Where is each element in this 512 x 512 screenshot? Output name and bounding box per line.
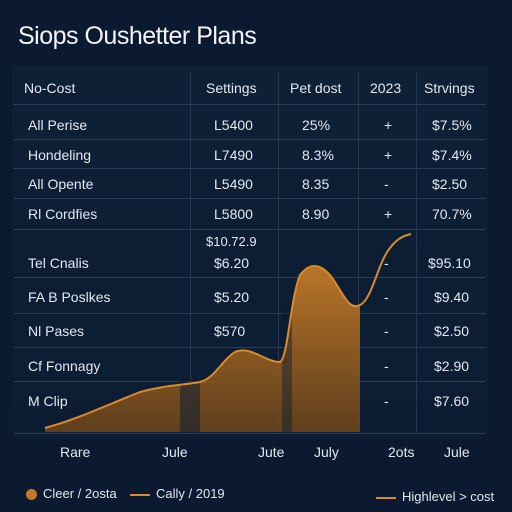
row-settings-value: $5.20 (214, 289, 250, 305)
x-axis-label: Rare (60, 444, 91, 460)
row-settings-value: L5400 (214, 117, 253, 133)
row-label: Tel Cnalis (28, 255, 89, 271)
row-pet-dost-value: 8.35 (302, 176, 330, 192)
legend-label: Highlevel > cost (402, 489, 495, 504)
row-2023-marker: + (384, 117, 393, 133)
column-divider (278, 72, 279, 434)
row-label: All Opente (28, 176, 94, 192)
row-settings-value: L7490 (214, 147, 253, 163)
row-settings-value: L5800 (214, 206, 253, 222)
legend-dot-icon (26, 489, 37, 501)
page-title: Siops Oushetter Plans (18, 22, 257, 50)
row-pet-dost-value: 8.90 (302, 206, 330, 222)
x-axis-label: Jule (162, 444, 188, 460)
column-divider (358, 72, 359, 434)
legend-item-highlevel: Highlevel > cost (376, 489, 494, 504)
chart-peak-value: $10.72.9 (206, 234, 257, 249)
row-2023-marker: - (384, 255, 389, 271)
row-2023-marker: - (384, 393, 389, 409)
header-no-cost: No-Cost (24, 80, 76, 96)
chart-bar-gap (282, 300, 292, 432)
row-settings-value: $6.20 (214, 255, 250, 271)
row-label: FA B Poslkes (28, 289, 111, 305)
x-axis-label: 2ots (388, 444, 415, 460)
row-settings-value: L5490 (214, 176, 253, 192)
legend-label: Cally / 2019 (156, 486, 225, 501)
row-pet-dost-value: 25% (302, 117, 331, 133)
row-divider (14, 104, 486, 105)
row-2023-marker: + (384, 147, 393, 163)
row-divider (14, 198, 486, 199)
column-divider (190, 72, 191, 434)
row-strvings-value: $7.4% (432, 147, 472, 163)
chart-bar-gap (180, 380, 200, 432)
row-2023-marker: - (384, 289, 389, 305)
row-pet-dost-value: 8.3% (302, 147, 334, 163)
legend-line-icon (376, 496, 396, 499)
chart-line (44, 233, 412, 429)
row-label: M Clip (28, 393, 68, 409)
row-divider (14, 229, 486, 230)
x-axis-label: July (314, 444, 339, 460)
row-2023-marker: + (384, 206, 393, 222)
column-divider (416, 72, 417, 434)
row-label: Hondeling (28, 147, 92, 163)
row-settings-value: $570 (214, 323, 246, 339)
row-label: All Perise (28, 117, 88, 133)
row-divider (14, 433, 486, 434)
row-2023-marker: - (384, 358, 389, 374)
row-strvings-value: $2.50 (434, 323, 470, 339)
legend-line-icon (130, 493, 150, 496)
legend-item-cleer: Cleer / 2osta (26, 486, 117, 501)
row-divider (14, 277, 486, 278)
row-label: Cf Fonnagy (28, 358, 101, 374)
row-label: Rl Cordfies (28, 206, 98, 222)
x-axis-label: Jule (444, 444, 470, 460)
row-strvings-value: $2.50 (432, 176, 468, 192)
row-divider (14, 313, 486, 314)
header-2023: 2023 (370, 80, 402, 96)
row-divider (14, 168, 486, 169)
row-strvings-value: $95.10 (428, 255, 471, 271)
legend-item-cally: Cally / 2019 (130, 486, 225, 501)
x-axis-label: Jute (258, 444, 285, 460)
row-divider (14, 139, 486, 140)
header-settings: Settings (206, 80, 257, 96)
header-pet-dost: Pet dost (290, 80, 342, 96)
row-strvings-value: $7.5% (432, 117, 472, 133)
row-strvings-value: $2.90 (434, 358, 470, 374)
row-divider (14, 347, 486, 348)
legend-label: Cleer / 2osta (43, 486, 117, 501)
row-label: Nl Pases (28, 323, 85, 339)
row-strvings-value: $7.60 (434, 393, 470, 409)
header-strvings: Strvings (424, 80, 475, 96)
row-strvings-value: 70.7% (432, 206, 472, 222)
chart-area (45, 265, 360, 432)
row-2023-marker: - (384, 176, 389, 192)
row-strvings-value: $9.40 (434, 289, 470, 305)
row-2023-marker: - (384, 323, 389, 339)
